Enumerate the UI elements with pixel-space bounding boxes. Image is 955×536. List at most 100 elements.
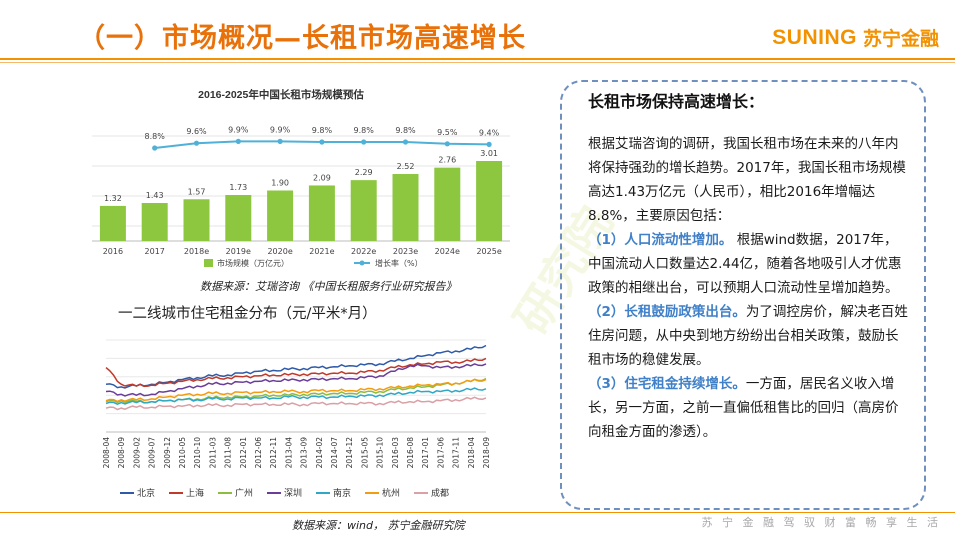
footer-slogan: 苏 宁 金 融 驾 驭 财 富 畅 享 生 活: [701, 516, 941, 529]
growth-rate-point: [277, 138, 283, 144]
legend-label-rate: 增长率（%）: [375, 258, 423, 268]
bar-value-label: 1.73: [229, 183, 247, 192]
series-line-北京: [105, 344, 487, 389]
rate-label: 9.4%: [479, 128, 500, 137]
x-tick-label: 2008-04: [102, 437, 111, 469]
legend-label-深圳: 深圳: [284, 488, 302, 499]
card-body: 根据艾瑞咨询的调研，我国长租市场在未来的八年内将保持强劲的增长趋势。2017年，…: [588, 132, 910, 444]
series-line-杭州: [105, 378, 487, 403]
logo-text-cn: 苏宁金融: [862, 28, 939, 50]
point-1-title: （1）人口流动性增加。: [588, 232, 733, 248]
legend-label-广州: 广州: [235, 487, 253, 499]
legend-swatch-size: [204, 259, 213, 267]
legend-marker-rate: [359, 260, 365, 266]
x-tick-label: 2014-07: [330, 437, 339, 469]
series-line-上海: [105, 357, 487, 388]
growth-rate-point: [319, 139, 325, 145]
suning-logo: SUNING 苏宁金融: [772, 24, 939, 51]
series-line-成都: [105, 396, 487, 411]
growth-rate-point: [486, 141, 492, 147]
summary-card: 长租市场保持高速增长： 根据艾瑞咨询的调研，我国长租市场在未来的八年内将保持强劲…: [560, 80, 926, 510]
bar-value-label: 1.57: [188, 187, 206, 196]
bar-2021e: [308, 185, 335, 241]
line-chart-title: 一二线城市住宅租金分布（元/平米*月）: [118, 305, 377, 322]
growth-rate-point: [193, 140, 200, 146]
line-chart-svg: 一二线城市住宅租金分布（元/平米*月）0.0020.0040.0060.0080…: [102, 305, 491, 499]
x-tick-label: 2013-09: [300, 437, 309, 469]
bar-value-label: 3.01: [480, 149, 498, 158]
x-tick-label: 2009-12: [163, 437, 172, 469]
bar-2022e: [350, 180, 377, 241]
bar-chart-svg: 2016-2025年中国长租市场规模预估 1.32 2016 1.43 2017 8.8%…: [92, 88, 510, 268]
bar-chart-source: 数据来源：艾瑞咨询 《中国长租服务行业研究报告》: [200, 280, 457, 293]
rate-label: 9.9%: [270, 125, 291, 134]
card-heading: 长租市场保持高速增长：: [588, 92, 765, 111]
x-tick-label: 2012-11: [269, 437, 278, 469]
bar-value-label: 2.52: [397, 162, 415, 171]
rate-label: 9.6%: [186, 127, 207, 136]
legend-label-size: 市场规模（万亿元）: [217, 258, 289, 268]
legend-label-北京: 北京: [137, 487, 155, 499]
bar-2025e: [476, 161, 503, 241]
x-tick-label: 2025e: [476, 247, 501, 256]
x-tick-label: 2012-01: [239, 437, 248, 469]
x-tick-label: 2014-02: [315, 437, 324, 469]
growth-rate-point: [235, 138, 241, 144]
x-tick-label: 2021e: [309, 247, 334, 256]
bar-2017: [141, 202, 168, 241]
x-tick-label: 2019e: [226, 247, 251, 256]
line-chart-source: 数据来源：wind， 苏宁金融研究院: [292, 519, 465, 532]
legend-label-成都: 成都: [431, 487, 449, 499]
bar-2020e: [267, 190, 294, 241]
title-divider: [0, 58, 955, 60]
bar-chart-title: 2016-2025年中国长租市场规模预估: [198, 88, 364, 101]
bar-2018e: [183, 199, 210, 241]
x-tick-label: 2011-03: [208, 437, 217, 469]
bar-value-label: 2.09: [313, 173, 331, 182]
x-tick-label: 2010-05: [178, 437, 187, 469]
x-tick-label: 2009-07: [148, 437, 157, 469]
x-tick-label: 2011-08: [224, 437, 233, 469]
footer-divider: [0, 512, 955, 513]
x-tick-label: 2015-05: [360, 437, 369, 469]
point-2-title: （2）长租鼓励政策出台。: [588, 304, 746, 320]
rate-label: 9.8%: [354, 126, 375, 135]
x-tick-label: 2018-09: [482, 437, 491, 469]
x-tick-label: 2013-04: [284, 437, 293, 469]
x-tick-label: 2008-09: [117, 437, 126, 469]
card-intro: 根据艾瑞咨询的调研，我国长租市场在未来的八年内将保持强劲的增长趋势。2017年，…: [588, 136, 906, 224]
rate-label: 9.8%: [395, 126, 416, 135]
x-tick-label: 2016: [103, 247, 123, 256]
series-line-南京: [105, 387, 487, 406]
rent-distribution-chart: 一二线城市住宅租金分布（元/平米*月）0.0020.0040.0060.0080…: [96, 300, 516, 510]
x-tick-label: 2023e: [393, 247, 418, 256]
x-tick-label: 2024e: [435, 247, 460, 256]
bar-value-label: 2.29: [355, 168, 373, 177]
x-tick-label: 2017-11: [452, 437, 461, 469]
x-tick-label: 2009-02: [132, 437, 141, 469]
title-divider-thin: [0, 62, 955, 63]
bar-value-label: 1.32: [104, 194, 122, 203]
point-3-title: （3）住宅租金持续增长。: [588, 376, 746, 392]
rate-label: 9.5%: [437, 128, 458, 137]
x-tick-label: 2010-10: [193, 437, 202, 469]
growth-rate-point: [402, 139, 409, 145]
x-tick-label: 2018-04: [467, 437, 476, 469]
x-tick-label: 2016-08: [406, 437, 415, 469]
x-tick-label: 2017-01: [421, 437, 430, 469]
bar-2019e: [225, 195, 252, 241]
rate-label: 8.8%: [145, 132, 166, 141]
x-tick-label: 2020e: [267, 247, 292, 256]
bar-2023e: [392, 174, 419, 241]
x-tick-label: 2015-10: [376, 437, 385, 469]
series-line-深圳: [105, 363, 487, 397]
rate-label: 9.9%: [228, 125, 249, 134]
x-tick-label: 2014-12: [345, 437, 354, 469]
legend-label-南京: 南京: [333, 487, 351, 499]
x-tick-label: 2017-06: [436, 437, 445, 469]
legend-label-杭州: 杭州: [382, 487, 400, 499]
point-2-text: 为了调控房价，解决老百姓住房问题，从中央到地方纷纷出台相关政策，鼓励长租市场的稳…: [588, 304, 908, 368]
x-tick-label: 2016-03: [391, 437, 400, 469]
rate-label: 9.8%: [312, 126, 333, 135]
bar-2024e: [434, 167, 461, 241]
